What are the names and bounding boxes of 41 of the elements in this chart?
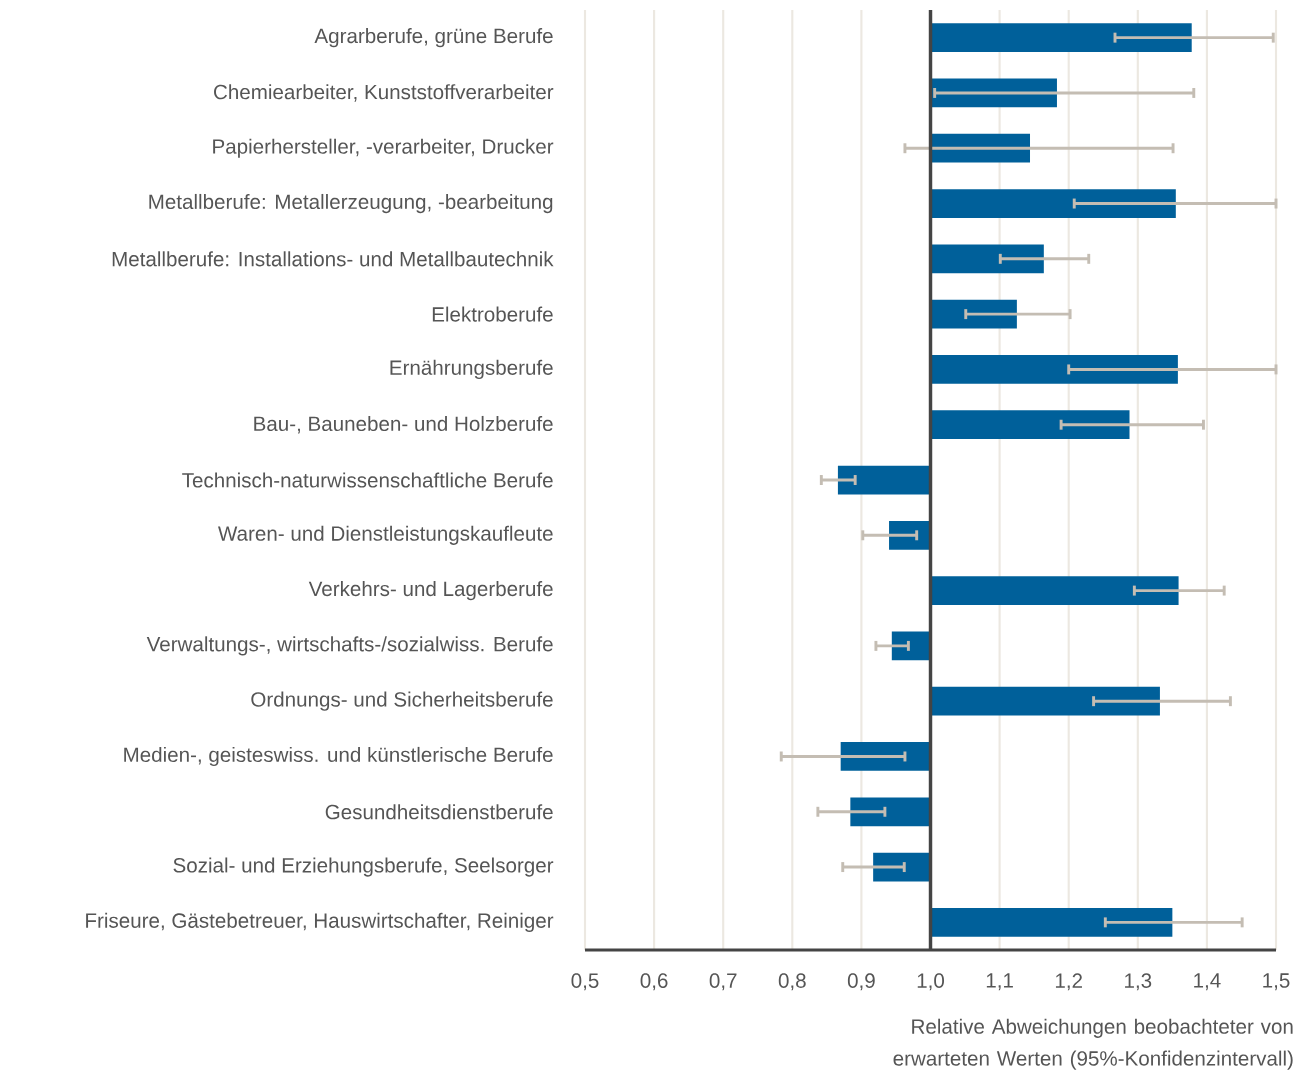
y-tick-label: Agrarberufe, grüne Berufe [314, 28, 553, 48]
bar [930, 907, 1173, 937]
bar [930, 23, 1192, 53]
y-tick-label: Gesundheitsdienstberufe [325, 804, 553, 820]
bar [930, 189, 1176, 218]
bar [930, 299, 1017, 329]
x-tick-label: 1,5 [1263, 973, 1290, 991]
x-tick-label: 0,5 [571, 973, 599, 991]
y-tick-label: Verwaltungs-, wirtschafts-/sozialwiss. Berufe [146, 636, 553, 656]
x-tick-label: 1,0 [917, 973, 945, 991]
bar [930, 410, 1130, 440]
bar [930, 244, 1044, 274]
x-tick-label: 1,3 [1125, 973, 1152, 991]
x-tick-label: 0,6 [640, 973, 668, 991]
bar [873, 852, 931, 882]
y-tick-label: Bau-, Bauneben- und Holzberufe [254, 415, 553, 434]
y-tick-label: Waren- und Dienstleistungskaufleute [218, 525, 553, 545]
y-tick-label: Technisch-naturwissenschaftliche Berufe [182, 472, 553, 488]
bar [930, 576, 1179, 605]
y-tick-label: Friseure, Gästebetreuer, Hauswirtschafter, Reiniger [86, 912, 554, 932]
x-tick-label: 0,8 [778, 973, 806, 991]
x-tick-label: 0,7 [709, 973, 737, 991]
y-tick-label: Ordnungs- und Sicherheitsberufe [251, 691, 553, 711]
y-tick-label: Ernährungsberufe [390, 359, 553, 380]
bar [930, 686, 1160, 716]
y-tick-label: Medien-, geisteswiss. und künstlerische Berufe [124, 746, 553, 767]
x-tick-label: 1,4 [1194, 973, 1221, 991]
y-tick-label: Metallberufe: Installations- und Metallbautechnik [112, 251, 554, 267]
x-axis-title: Relative Abweichungen beobachteter von erwarteten Werten (95%-Konfidenzintervall) [893, 1018, 1293, 1070]
bar [930, 355, 1178, 384]
x-tick-label: 0,9 [847, 973, 875, 991]
y-tick-label: Sozial- und Erziehungsberufe, Seelsorger [173, 857, 554, 877]
x-tick-label: 1,1 [986, 973, 1013, 991]
bar [837, 465, 931, 495]
y-tick-label: Chemiearbeiter, Kunststoffverarbeiter [214, 84, 554, 102]
y-tick-label: Papierhersteller, -verarbeiter, Drucker [213, 138, 554, 158]
y-tick-label: Verkehrs- und Lagerberufe [308, 581, 553, 601]
y-tick-label: Metallberufe: Metallerzeugung, -bearbeitung [149, 193, 553, 214]
y-tick-label: Elektroberufe [432, 306, 553, 322]
bar [850, 797, 931, 827]
x-tick-label: 1,2 [1055, 973, 1082, 991]
